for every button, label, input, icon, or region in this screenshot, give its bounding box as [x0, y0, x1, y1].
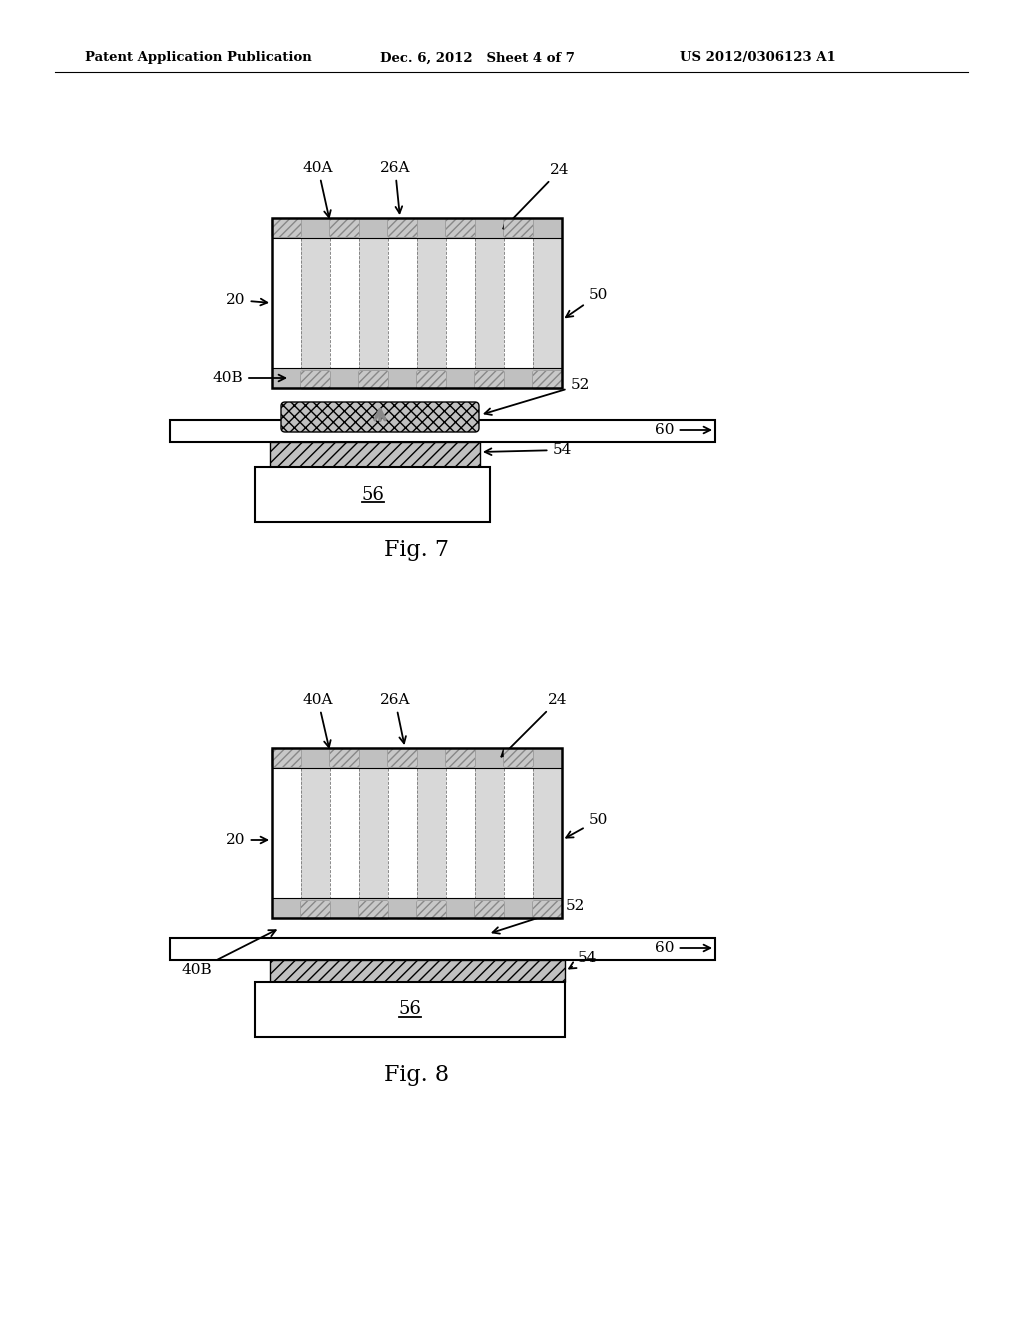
Bar	[272, 748, 562, 917]
Text: 52: 52	[493, 899, 585, 933]
Text: Dec. 6, 2012   Sheet 4 of 7: Dec. 6, 2012 Sheet 4 of 7	[380, 51, 574, 65]
FancyBboxPatch shape	[534, 902, 562, 919]
Text: 24: 24	[504, 162, 569, 228]
FancyBboxPatch shape	[475, 902, 504, 919]
FancyBboxPatch shape	[281, 403, 479, 432]
Bar	[359, 748, 388, 917]
FancyBboxPatch shape	[301, 902, 330, 919]
FancyBboxPatch shape	[417, 371, 446, 389]
Text: 26A: 26A	[380, 161, 411, 214]
Text: 26A: 26A	[380, 693, 411, 743]
Text: 54: 54	[569, 950, 597, 969]
Bar	[504, 218, 534, 388]
FancyBboxPatch shape	[446, 219, 475, 238]
FancyBboxPatch shape	[504, 748, 534, 767]
Bar	[255, 467, 490, 521]
Text: 50: 50	[566, 813, 607, 838]
Text: 40A: 40A	[303, 693, 333, 747]
Bar	[272, 218, 562, 238]
Bar	[272, 748, 301, 917]
Text: 24: 24	[502, 693, 567, 756]
Bar	[534, 748, 562, 917]
Text: Fig. 8: Fig. 8	[384, 1064, 450, 1086]
Bar	[272, 218, 301, 388]
FancyBboxPatch shape	[359, 902, 388, 919]
Bar	[272, 218, 562, 388]
Text: 20: 20	[226, 293, 267, 308]
Bar	[534, 218, 562, 388]
FancyBboxPatch shape	[446, 748, 475, 767]
FancyBboxPatch shape	[301, 371, 330, 389]
FancyBboxPatch shape	[446, 219, 475, 238]
Bar	[446, 218, 475, 388]
Text: 60: 60	[655, 941, 711, 954]
Text: 40A: 40A	[303, 161, 333, 218]
Bar	[272, 368, 562, 388]
FancyBboxPatch shape	[359, 371, 388, 389]
Bar	[330, 748, 359, 917]
FancyBboxPatch shape	[534, 371, 562, 389]
Bar	[388, 748, 417, 917]
Bar	[475, 218, 504, 388]
Bar	[504, 748, 534, 917]
Bar	[270, 960, 565, 982]
Bar	[417, 218, 446, 388]
Bar	[417, 748, 446, 917]
Bar	[272, 748, 562, 768]
FancyBboxPatch shape	[504, 748, 534, 767]
Bar	[301, 218, 330, 388]
Text: 50: 50	[566, 288, 607, 317]
FancyBboxPatch shape	[330, 748, 359, 767]
FancyBboxPatch shape	[504, 219, 534, 238]
FancyBboxPatch shape	[534, 902, 562, 919]
Bar	[475, 748, 504, 917]
Text: Fig. 7: Fig. 7	[384, 539, 450, 561]
FancyBboxPatch shape	[330, 219, 359, 238]
FancyBboxPatch shape	[301, 902, 330, 919]
FancyBboxPatch shape	[417, 902, 446, 919]
Text: Patent Application Publication: Patent Application Publication	[85, 51, 311, 65]
Text: 20: 20	[226, 833, 267, 847]
FancyBboxPatch shape	[330, 219, 359, 238]
FancyBboxPatch shape	[475, 371, 504, 389]
FancyBboxPatch shape	[272, 748, 301, 767]
Text: 56: 56	[398, 1001, 422, 1019]
FancyBboxPatch shape	[359, 902, 388, 919]
Bar	[359, 218, 388, 388]
FancyBboxPatch shape	[534, 371, 562, 389]
FancyBboxPatch shape	[330, 748, 359, 767]
Bar	[446, 748, 475, 917]
FancyBboxPatch shape	[301, 371, 330, 389]
Bar	[330, 218, 359, 388]
FancyBboxPatch shape	[388, 748, 417, 767]
FancyBboxPatch shape	[359, 371, 388, 389]
FancyBboxPatch shape	[272, 748, 301, 767]
FancyBboxPatch shape	[388, 219, 417, 238]
Bar	[270, 442, 480, 467]
Bar	[301, 748, 330, 917]
FancyBboxPatch shape	[417, 371, 446, 389]
FancyBboxPatch shape	[388, 219, 417, 238]
Text: 40B: 40B	[213, 371, 286, 385]
FancyBboxPatch shape	[475, 902, 504, 919]
Bar	[170, 939, 715, 960]
FancyBboxPatch shape	[475, 371, 504, 389]
FancyBboxPatch shape	[446, 748, 475, 767]
FancyBboxPatch shape	[388, 748, 417, 767]
Text: 54: 54	[484, 444, 571, 457]
FancyBboxPatch shape	[272, 219, 301, 238]
FancyBboxPatch shape	[272, 219, 301, 238]
FancyBboxPatch shape	[417, 902, 446, 919]
Text: 60: 60	[655, 422, 711, 437]
Text: 40B: 40B	[181, 931, 275, 977]
Bar	[170, 420, 715, 442]
FancyBboxPatch shape	[504, 219, 534, 238]
Bar	[255, 982, 565, 1038]
Text: 52: 52	[484, 378, 590, 414]
Text: US 2012/0306123 A1: US 2012/0306123 A1	[680, 51, 836, 65]
Bar	[272, 898, 562, 917]
Text: 56: 56	[361, 486, 384, 503]
Bar	[388, 218, 417, 388]
